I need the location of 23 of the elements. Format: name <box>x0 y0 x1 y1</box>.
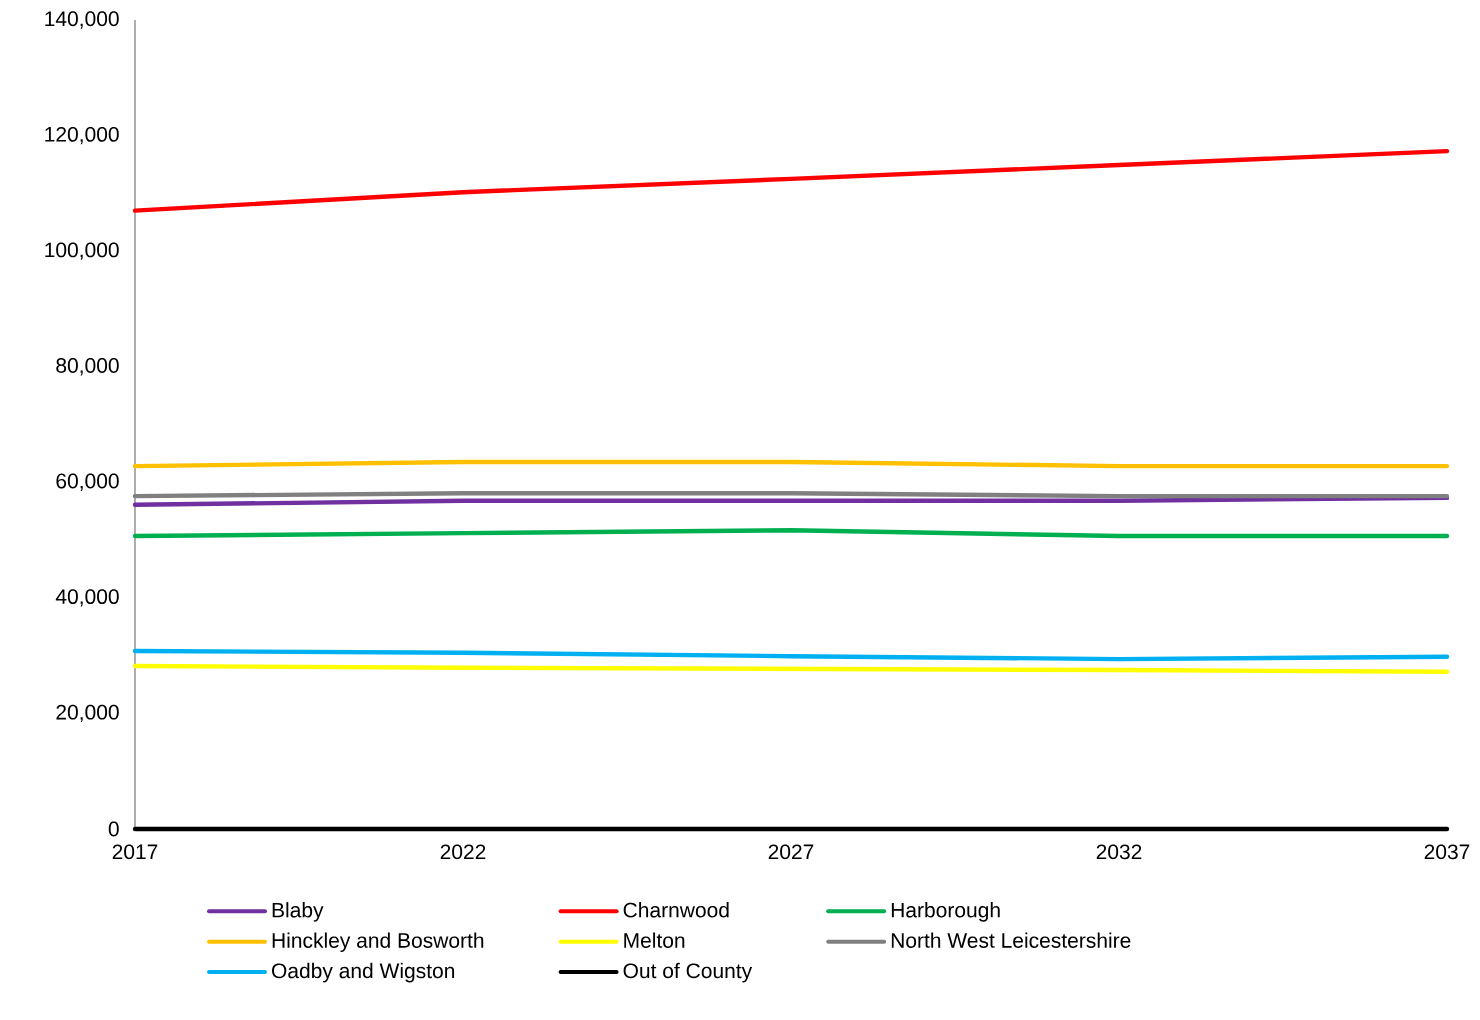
x-tick-label: 2032 <box>1096 844 1142 860</box>
legend-label: Charnwood <box>623 902 729 918</box>
y-tick-label: 140,000 <box>45 11 119 29</box>
legend-label: Oadby and Wigston <box>272 962 455 983</box>
y-tick-label: 100,000 <box>45 242 119 260</box>
line-series <box>132 148 1450 213</box>
legend-label: Out of County <box>623 962 753 983</box>
x-tick-label: 2037 <box>1424 844 1470 860</box>
y-tick-label: 60,000 <box>56 473 119 491</box>
legend-label: Hinckley and Bosworth <box>272 932 484 953</box>
y-tick-label: 20,000 <box>56 704 119 723</box>
y-tick-label: 80,000 <box>56 358 119 376</box>
legend-label: Harborough <box>891 902 1000 922</box>
y-tick-label: 40,000 <box>55 589 119 607</box>
line-series <box>132 648 1450 662</box>
legend-label: Blaby <box>272 902 324 922</box>
legend-label: North West Leicestershire <box>891 932 1131 948</box>
x-tick-label: 2017 <box>112 844 158 860</box>
y-tick-label: 0 <box>108 821 119 837</box>
y-tick-label: 120,000 <box>45 126 119 145</box>
legend-label: Melton <box>624 932 685 948</box>
x-tick-label: 2022 <box>440 844 486 860</box>
x-tick-label: 2027 <box>768 844 814 860</box>
